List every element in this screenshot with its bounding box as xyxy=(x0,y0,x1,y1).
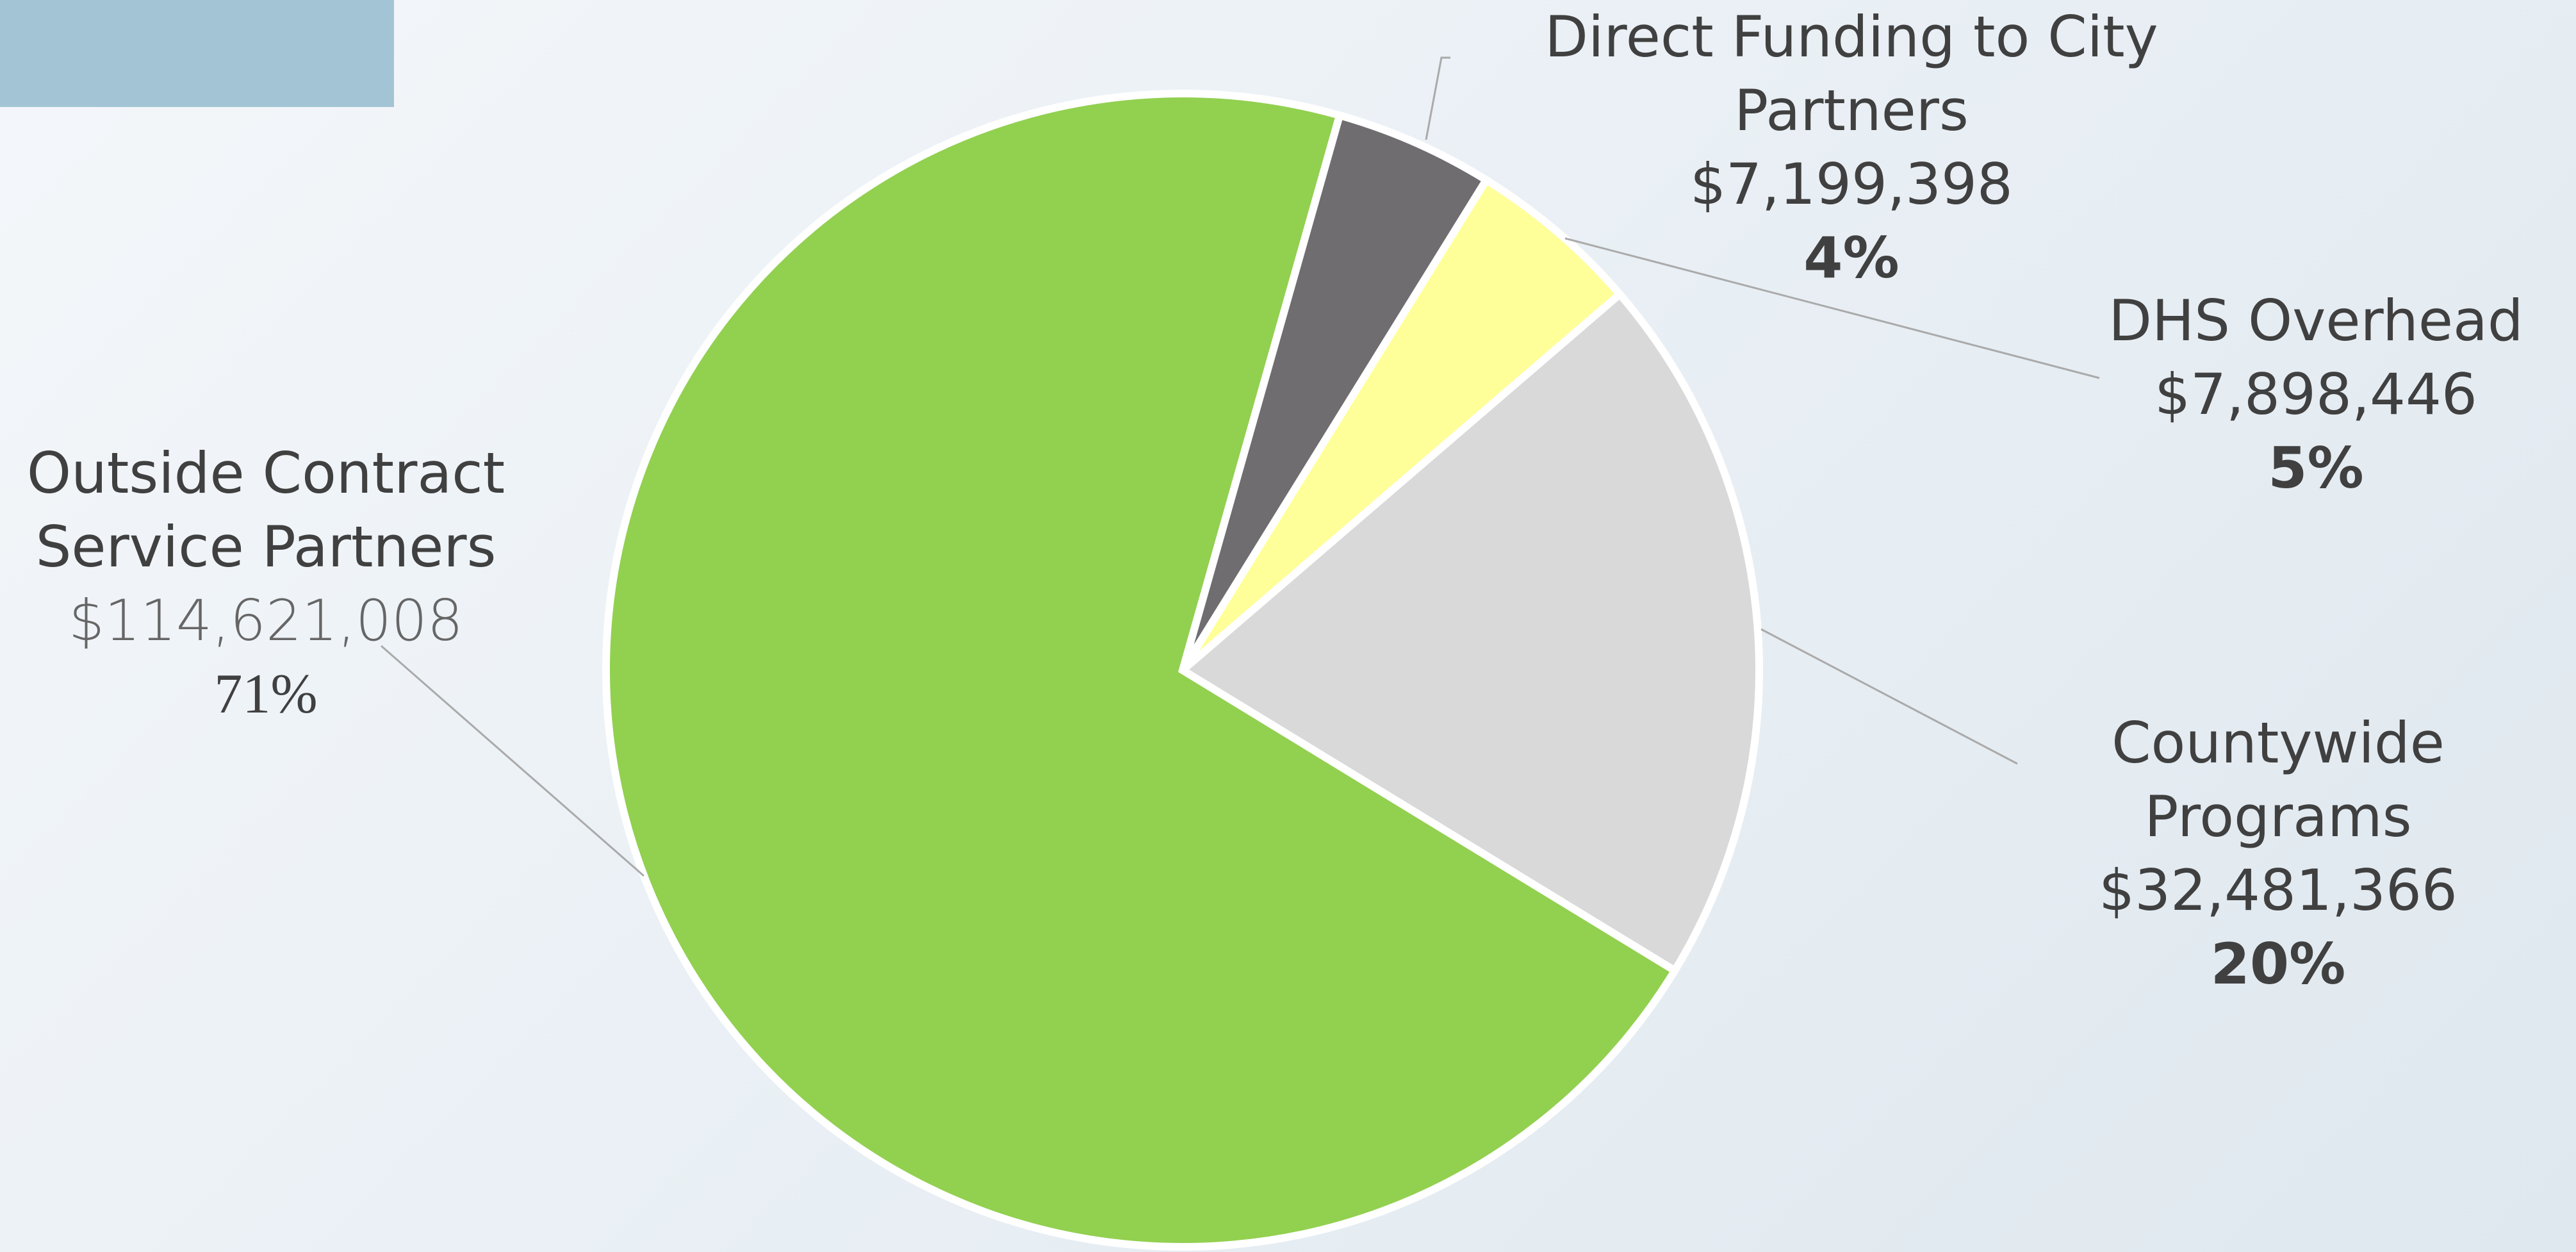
slice-label: Countywide Programs $32,481,366 20% xyxy=(2086,706,2470,1001)
pie-slice xyxy=(1179,174,1625,673)
value-label: $114,621,008 xyxy=(69,588,463,654)
slice-label: Outside Contract Service Partners $114,62… xyxy=(3,436,529,731)
percent-label: 71% xyxy=(214,663,318,725)
category-label: Countywide Programs xyxy=(2112,710,2445,850)
value-label: $7,898,446 xyxy=(2154,361,2477,427)
leader-line xyxy=(1425,56,1450,140)
slice-label: DHS Overhead $7,898,446 5% xyxy=(2092,284,2540,505)
category-label: Direct Funding to City Partners xyxy=(1545,4,2158,144)
pie-slice xyxy=(1176,288,1764,976)
leaders xyxy=(381,56,2100,877)
leader-line xyxy=(381,645,644,877)
percent-label: 4% xyxy=(1803,225,1899,291)
decor-bar xyxy=(0,0,394,107)
pie-slice xyxy=(602,90,1680,1251)
slice-label: Direct Funding to City Partners $7,199,39… xyxy=(1531,0,2172,295)
category-label: Outside Contract Service Partners xyxy=(26,440,505,580)
value-label: $7,199,398 xyxy=(1690,151,2013,217)
value-label: $32,481,366 xyxy=(2099,857,2457,923)
leader-line xyxy=(1760,628,2018,765)
leader-line xyxy=(1564,237,2100,379)
category-label: DHS Overhead xyxy=(2108,288,2523,354)
percent-label: 20% xyxy=(2210,931,2346,997)
percent-label: 5% xyxy=(2268,435,2364,501)
pie-slice xyxy=(1179,110,1492,673)
